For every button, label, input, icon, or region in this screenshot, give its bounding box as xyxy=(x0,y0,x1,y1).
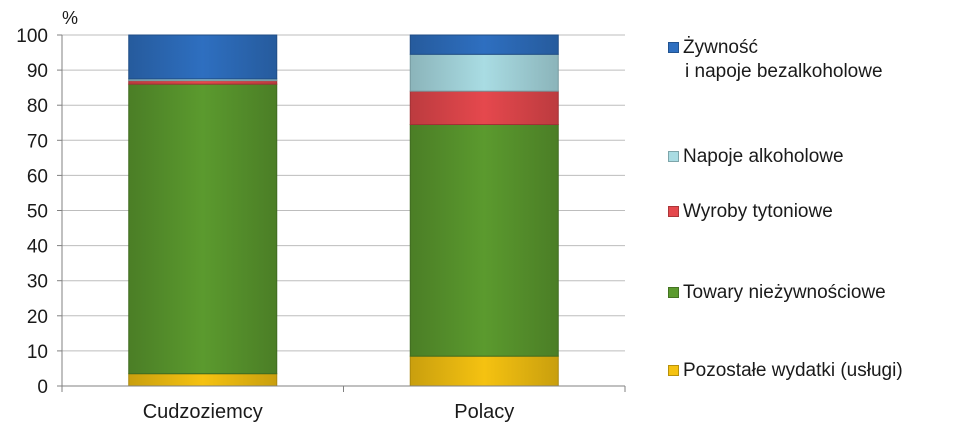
legend-label-services: Pozostałe wydatki (usługi) xyxy=(683,360,903,381)
legend-label-food-line2: i napoje bezalkoholowe xyxy=(685,61,883,82)
bar-segment xyxy=(409,53,559,92)
y-tick-label: 30 xyxy=(27,272,48,293)
y-tick-label: 70 xyxy=(27,131,48,152)
y-tick-label: 90 xyxy=(27,61,48,82)
legend-label-food-line1: Żywność xyxy=(683,37,758,58)
y-tick-label: 50 xyxy=(27,202,48,223)
legend-item-services: Pozostałe wydatki (usługi) xyxy=(668,359,903,383)
bar-segment xyxy=(409,90,559,126)
legend-swatch-alcohol xyxy=(668,151,679,162)
y-tick-label: 60 xyxy=(27,166,48,187)
bar-segment xyxy=(409,355,559,387)
y-tick-label: 10 xyxy=(27,342,48,363)
y-tick-label: 0 xyxy=(37,377,48,398)
axes xyxy=(61,35,626,392)
bar-segment xyxy=(409,34,559,55)
legend-swatch-food xyxy=(668,42,679,53)
bars xyxy=(128,34,559,387)
x-category-label: Polacy xyxy=(454,401,514,423)
y-tick-label: 80 xyxy=(27,96,48,117)
legend-swatch-services xyxy=(668,365,679,376)
bar-segment xyxy=(409,124,559,357)
legend-swatch-nonfood xyxy=(668,287,679,298)
legend-swatch-tobacco xyxy=(668,206,679,217)
legend-item-nonfood: Towary nieżywnościowe xyxy=(668,281,886,305)
x-category-labels: Cudzoziemcy Polacy xyxy=(143,401,515,423)
legend-label-nonfood: Towary nieżywnościowe xyxy=(683,282,886,303)
bar-segment xyxy=(128,373,278,387)
legend: Żywność i napoje bezalkoholowe Napoje al… xyxy=(668,0,965,426)
y-tick-label: 40 xyxy=(27,237,48,258)
y-tick-labels: 0 10 20 30 40 50 60 70 80 90 100 xyxy=(16,26,48,398)
bar-segment xyxy=(128,83,278,375)
legend-label-alcohol: Napoje alkoholowe xyxy=(683,146,844,167)
bar-segment xyxy=(128,80,278,85)
y-unit-label: % xyxy=(62,8,78,28)
y-tick-label: 100 xyxy=(16,26,48,47)
bar-segment xyxy=(128,34,278,80)
y-tick-label: 20 xyxy=(27,307,48,328)
legend-label-tobacco: Wyroby tytoniowe xyxy=(683,201,833,222)
legend-item-tobacco: Wyroby tytoniowe xyxy=(668,200,833,224)
legend-item-alcohol: Napoje alkoholowe xyxy=(668,145,844,169)
x-category-label: Cudzoziemcy xyxy=(143,401,263,423)
legend-item-food: Żywność i napoje bezalkoholowe xyxy=(668,36,883,84)
